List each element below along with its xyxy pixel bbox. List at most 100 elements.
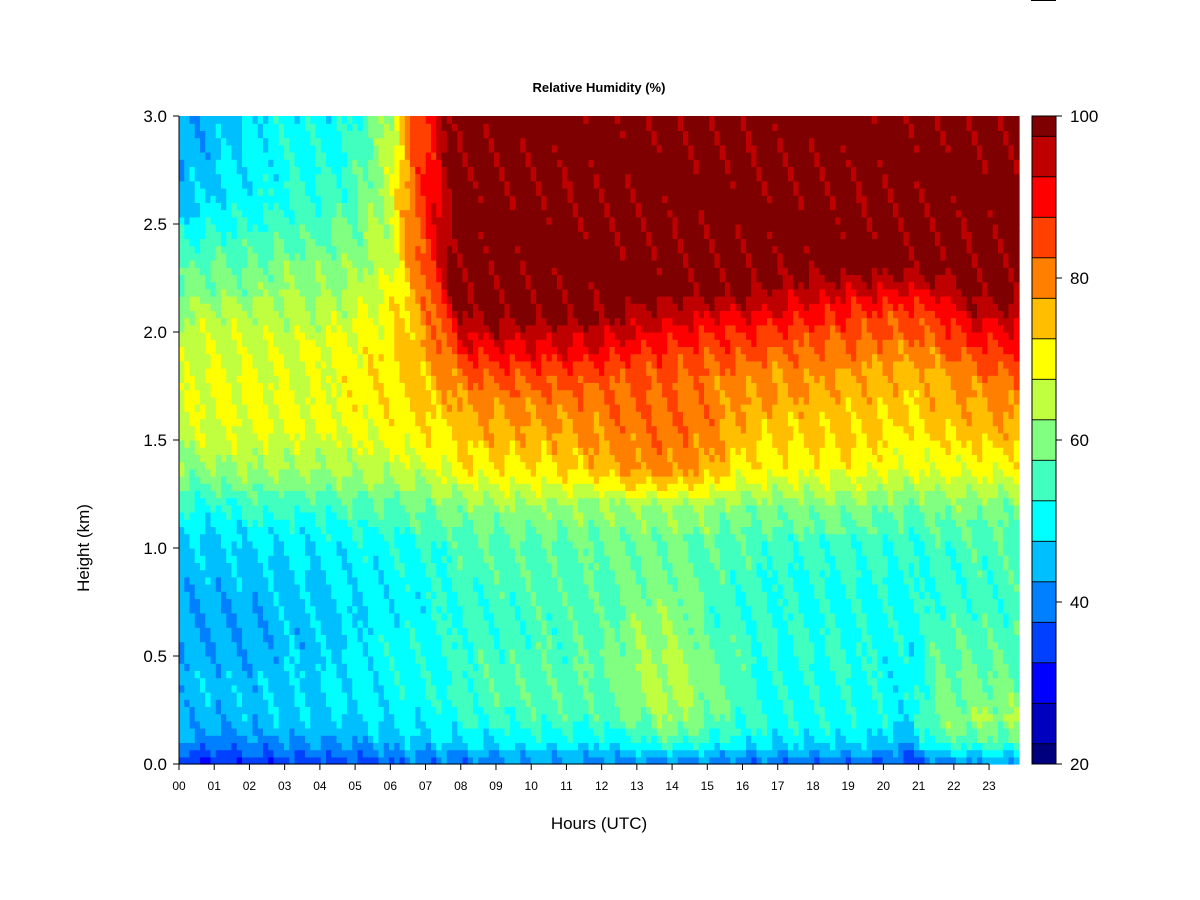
heatmap-cell (709, 562, 716, 571)
heatmap-cell (247, 555, 254, 563)
heatmap-cell (877, 749, 884, 758)
heatmap-cell (987, 699, 994, 707)
heatmap-cell (394, 605, 401, 614)
heatmap-cell (814, 627, 821, 635)
heatmap-cell (404, 612, 411, 621)
heatmap-cell (483, 656, 490, 664)
heatmap-cell (378, 555, 385, 563)
heatmap-cell (651, 548, 658, 556)
heatmap-cell (299, 749, 306, 758)
heatmap-cell (462, 548, 469, 556)
heatmap-cell (714, 720, 721, 729)
heatmap-cell (599, 663, 605, 671)
heatmap-cell (446, 569, 453, 578)
heatmap-cell (851, 706, 857, 715)
heatmap-cell (992, 756, 999, 765)
heatmap-cell (609, 598, 616, 607)
heatmap-cell (998, 684, 1004, 693)
heatmap-cell (546, 648, 553, 657)
heatmap-cell (908, 605, 915, 614)
heatmap-cell (457, 591, 464, 599)
heatmap-cell (950, 627, 957, 635)
heatmap-cell (446, 749, 453, 758)
heatmap-cell (882, 713, 889, 722)
heatmap-cell (179, 540, 185, 549)
heatmap-cell (341, 706, 348, 715)
heatmap-cell (478, 728, 485, 736)
heatmap-cell (305, 663, 311, 671)
heatmap-cell (982, 576, 989, 585)
heatmap-cell (226, 612, 233, 621)
heatmap-cell (872, 584, 878, 592)
heatmap-cell (924, 548, 931, 556)
heatmap-cell (971, 749, 978, 758)
heatmap-cell (467, 620, 474, 628)
heatmap-cell (583, 612, 590, 621)
heatmap-cell (835, 555, 842, 563)
heatmap-cell (483, 584, 490, 592)
heatmap-cell (761, 627, 768, 635)
heatmap-cell (284, 605, 290, 614)
heatmap-cell (956, 699, 962, 707)
heatmap-cell (977, 684, 983, 693)
heatmap-cell (1013, 584, 1020, 592)
heatmap-cell (572, 562, 579, 571)
heatmap-cell (541, 720, 548, 729)
heatmap-cell (457, 612, 464, 621)
heatmap-cell (882, 684, 889, 693)
heatmap-cell (851, 648, 857, 657)
heatmap-cell (257, 612, 264, 621)
heatmap-cell (257, 591, 264, 599)
heatmap-cell (546, 720, 553, 729)
heatmap-cell (289, 677, 296, 686)
heatmap-cell (835, 684, 842, 693)
heatmap-cell (746, 692, 752, 700)
heatmap-cell (635, 584, 642, 592)
heatmap-cell (882, 562, 889, 571)
heatmap-cell (777, 540, 784, 549)
heatmap-cell (814, 670, 821, 679)
heatmap-cell (315, 641, 322, 650)
heatmap-cell (263, 692, 269, 700)
heatmap-cell (950, 598, 957, 607)
heatmap-cell (693, 713, 700, 722)
heatmap-cell (672, 735, 679, 743)
heatmap-cell (478, 555, 485, 563)
heatmap-cell (656, 713, 663, 722)
heatmap-cell (803, 548, 810, 556)
heatmap-cell (194, 706, 201, 715)
heatmap-cell (362, 576, 369, 585)
heatmap-cell (845, 720, 852, 729)
heatmap-cell (294, 677, 301, 686)
heatmap-cell (604, 605, 611, 614)
heatmap-cell (189, 641, 196, 650)
heatmap-cell (268, 576, 275, 585)
heatmap-cell (945, 576, 952, 585)
heatmap-cell (278, 720, 285, 729)
heatmap-cell (966, 620, 973, 628)
heatmap-cell (882, 706, 889, 715)
heatmap-cell (677, 742, 684, 751)
heatmap-cell (887, 641, 894, 650)
heatmap-cell (767, 713, 773, 722)
heatmap-cell (903, 749, 910, 758)
heatmap-cell (929, 548, 936, 556)
heatmap-cell (557, 591, 563, 599)
heatmap-cell (373, 699, 380, 707)
heatmap-cell (751, 756, 758, 765)
heatmap-cell (704, 684, 710, 693)
heatmap-cell (998, 742, 1004, 751)
heatmap-cell (751, 684, 758, 693)
heatmap-cell (635, 692, 642, 700)
heatmap-cell (693, 670, 700, 679)
heatmap-cell (877, 555, 884, 563)
heatmap-cell (588, 670, 595, 679)
heatmap-cell (179, 634, 185, 643)
heatmap-cell (441, 677, 448, 686)
heatmap-cell (420, 684, 427, 693)
heatmap-cell (877, 656, 884, 664)
heatmap-cell (635, 540, 642, 549)
heatmap-cell (714, 735, 721, 743)
heatmap-cell (331, 699, 338, 707)
heatmap-cell (683, 749, 689, 758)
